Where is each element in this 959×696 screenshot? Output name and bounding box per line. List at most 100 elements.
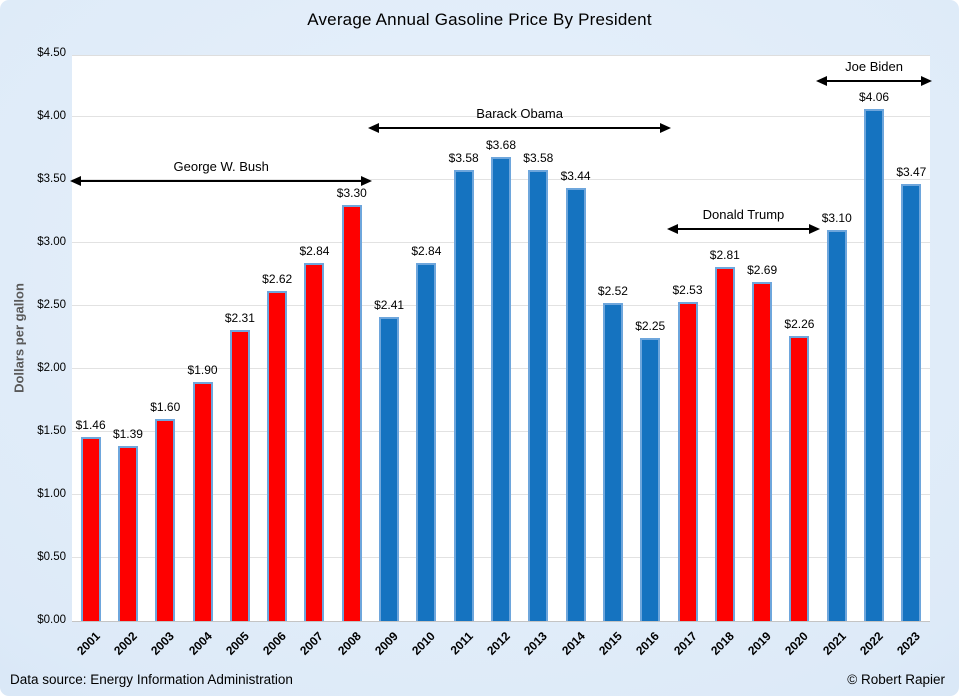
- bar-2009: [379, 317, 400, 621]
- bar-value-label: $3.47: [896, 164, 927, 179]
- bar-value-label: $1.60: [150, 400, 181, 415]
- bar-value-label: $2.41: [374, 298, 405, 313]
- x-tick-label: 2013: [521, 629, 551, 658]
- x-tick-label: 2005: [222, 629, 252, 658]
- x-tick-label: 2022: [857, 629, 886, 658]
- bar-value-label: $2.84: [299, 244, 330, 259]
- arrowhead-right: [361, 176, 373, 186]
- bar-2010: [416, 263, 437, 621]
- arrowhead-left: [816, 76, 828, 87]
- bar-2006: [267, 290, 288, 621]
- bar-2012: [491, 157, 511, 621]
- bar-value-label: $3.58: [523, 150, 554, 165]
- bar-value-label: $3.30: [336, 186, 367, 201]
- x-tick-label: 2021: [819, 629, 849, 658]
- bar-2016: [640, 337, 661, 621]
- y-tick-label: $0.00: [37, 614, 66, 626]
- bar-value-label: $3.44: [560, 168, 591, 183]
- arrowhead-right: [920, 76, 932, 87]
- bar-value-label: $3.10: [821, 211, 852, 226]
- bar-2023: [901, 183, 922, 621]
- arrowhead-right: [809, 223, 821, 234]
- bar-2022: [864, 109, 885, 621]
- bar-2017: [677, 302, 698, 621]
- arrowhead-left: [666, 223, 678, 234]
- y-tick-label: $4.00: [37, 110, 66, 122]
- copyright-note: © Robert Rapier: [847, 672, 945, 687]
- bar-value-label: $2.53: [672, 283, 703, 298]
- bar-2005: [229, 329, 250, 621]
- x-tick-label: 2015: [596, 629, 625, 658]
- data-source-note: Data source: Energy Information Administ…: [10, 672, 293, 687]
- x-tick-label: 2018: [707, 629, 737, 658]
- x-tick-label: 2008: [334, 629, 364, 658]
- bar-2003: [155, 419, 176, 621]
- bar-2001: [80, 437, 101, 621]
- x-tick-label: 2010: [409, 629, 439, 658]
- x-tick-label: 2012: [484, 629, 513, 658]
- arrowhead-left: [70, 176, 81, 186]
- bar-2013: [528, 169, 549, 621]
- bar-2002: [117, 445, 138, 621]
- president-span-arrow: [368, 123, 671, 134]
- bar-2011: [453, 169, 474, 621]
- y-tick-label: $2.00: [37, 362, 66, 374]
- plot-area: $1.46 $1.39 $1.60 $1.90 $2.31 $2.62 $2.84 $3.30…: [72, 55, 930, 622]
- president-span-arrow: [816, 76, 932, 87]
- y-tick-label: $1.00: [37, 488, 66, 500]
- x-tick-label: 2017: [670, 629, 700, 658]
- y-tick-label: $3.50: [37, 173, 66, 185]
- bar-value-label: $2.52: [597, 284, 628, 299]
- x-tick-label: 2019: [745, 629, 775, 658]
- x-tick-label: 2016: [633, 629, 663, 658]
- bar-2020: [789, 336, 810, 621]
- bar-2021: [826, 230, 847, 621]
- bar-value-label: $1.90: [187, 362, 218, 377]
- bar-value-label: $4.06: [859, 90, 890, 105]
- bar-2007: [304, 263, 325, 621]
- president-label: Barack Obama: [476, 106, 563, 122]
- president-span-arrow: [666, 223, 821, 234]
- bar-value-label: $1.46: [75, 418, 106, 433]
- president-span-arrow: [70, 176, 373, 186]
- x-tick-label: 2014: [558, 629, 588, 658]
- bar-2015: [602, 303, 623, 621]
- gridline: [72, 116, 930, 117]
- president-label: Joe Biden: [845, 59, 903, 75]
- bar-value-label: $2.62: [262, 271, 293, 286]
- bar-value-label: $2.81: [709, 247, 740, 262]
- y-tick-label: $3.00: [37, 236, 66, 248]
- y-tick-label: $2.50: [37, 299, 66, 311]
- bar-2018: [714, 266, 735, 621]
- y-tick-label: $4.50: [37, 47, 66, 59]
- arrowhead-right: [659, 123, 671, 134]
- bar-value-label: $2.84: [411, 244, 442, 259]
- president-label: George W. Bush: [173, 159, 269, 174]
- x-tick-label: 2001: [73, 629, 103, 658]
- bar-value-label: $2.69: [747, 263, 778, 278]
- bar-value-label: $2.26: [784, 317, 815, 332]
- bar-value-label: $2.25: [635, 318, 666, 333]
- arrowhead-left: [368, 123, 380, 134]
- bar-2019: [752, 282, 773, 621]
- x-tick-label: 2007: [297, 629, 327, 658]
- y-tick-label: $0.50: [37, 551, 66, 563]
- x-tick-label: 2009: [372, 629, 401, 658]
- x-tick-label: 2023: [894, 629, 924, 658]
- x-tick-label: 2011: [447, 629, 476, 658]
- y-tick-label: $1.50: [37, 425, 66, 437]
- x-tick-label: 2002: [111, 629, 140, 658]
- bar-value-label: $2.31: [224, 310, 255, 325]
- bar-value-label: $1.39: [112, 426, 143, 441]
- x-tick-label: 2006: [260, 629, 290, 658]
- bar-2008: [341, 205, 362, 621]
- x-tick-label: 2020: [782, 629, 812, 658]
- bar-value-label: $3.68: [485, 138, 517, 153]
- president-label: Donald Trump: [702, 206, 785, 222]
- x-tick-label: 2003: [148, 629, 178, 658]
- bar-2004: [192, 381, 213, 621]
- x-tick-label: 2004: [185, 629, 215, 658]
- chart-title: Average Annual Gasoline Price By Preside…: [307, 10, 652, 29]
- bar-value-label: $3.58: [448, 150, 479, 165]
